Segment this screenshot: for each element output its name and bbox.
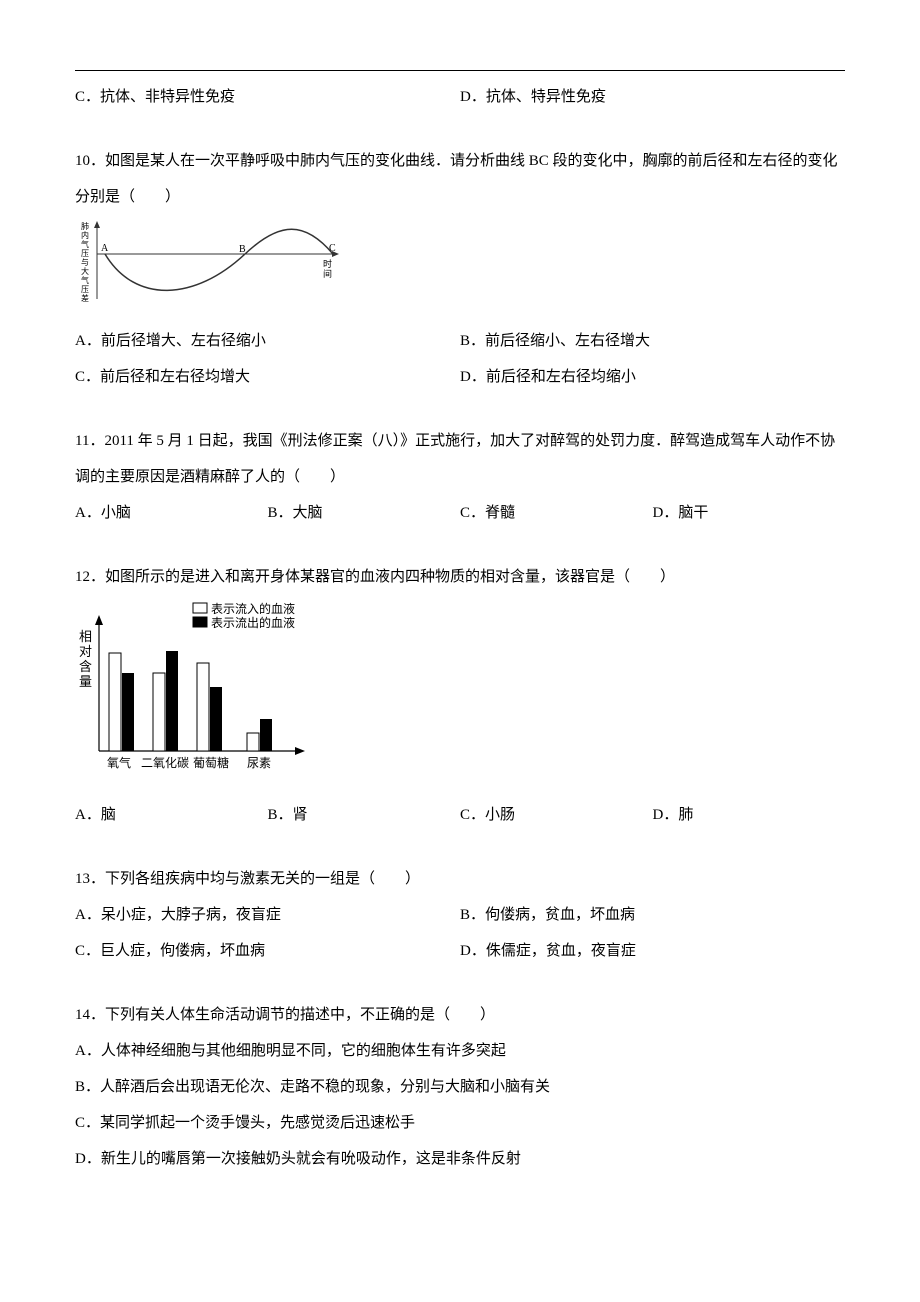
q12-xlabel-3: 尿素 bbox=[247, 756, 271, 770]
q12-legend-in-text: 表示流入的血液 bbox=[211, 601, 295, 616]
question-14: 14．下列有关人体生命活动调节的描述中，不正确的是（ ） A．人体神经细胞与其他… bbox=[75, 997, 845, 1177]
q11-option-d: D．脑干 bbox=[653, 495, 846, 531]
q10-option-a: A．前后径增大、左右径缩小 bbox=[75, 323, 460, 359]
q11-option-c: C．脊髓 bbox=[460, 495, 653, 531]
question-12: 12．如图所示的是进入和离开身体某器官的血液内四种物质的相对含量，该器官是（ ）… bbox=[75, 559, 845, 833]
q13-option-b: B．佝偻病，贫血，坏血病 bbox=[460, 897, 845, 933]
q12-bar-glucose-in bbox=[197, 663, 209, 751]
q10-ylabel-3: 气 bbox=[81, 239, 89, 249]
q12-text: 12．如图所示的是进入和离开身体某器官的血液内四种物质的相对含量，该器官是（ ） bbox=[75, 559, 845, 595]
q12-bar-glucose-out bbox=[210, 687, 222, 751]
q12-option-a: A．脑 bbox=[75, 797, 268, 833]
q11-option-a: A．小脑 bbox=[75, 495, 268, 531]
q14-text: 14．下列有关人体生命活动调节的描述中，不正确的是（ ） bbox=[75, 997, 845, 1033]
q12-yl-4: 量 bbox=[79, 674, 92, 689]
q9-option-c: C．抗体、非特异性免疫 bbox=[75, 79, 460, 115]
q12-legend-in-swatch bbox=[193, 603, 207, 613]
q10-option-b: B．前后径缩小、左右径增大 bbox=[460, 323, 845, 359]
q12-legend-out-swatch bbox=[193, 617, 207, 627]
q10-figure: 肺 内 气 压 与 大 气 压 差 A B C 时 间 bbox=[75, 219, 845, 317]
q12-xlabel-1: 二氧化碳 bbox=[141, 756, 189, 770]
q10-xlabel-1: 时 bbox=[323, 258, 332, 269]
q12-legend-out-text: 表示流出的血液 bbox=[211, 615, 295, 630]
page-top-rule bbox=[75, 70, 845, 71]
q12-option-c: C．小肠 bbox=[460, 797, 653, 833]
q10-point-c: C bbox=[329, 243, 336, 254]
question-10: 10．如图是某人在一次平静呼吸中肺内气压的变化曲线．请分析曲线 BC 段的变化中… bbox=[75, 143, 845, 395]
q13-text: 13．下列各组疾病中均与激素无关的一组是（ ） bbox=[75, 861, 845, 897]
q14-option-b: B．人醉酒后会出现语无伦次、走路不稳的现象，分别与大脑和小脑有关 bbox=[75, 1069, 845, 1105]
q10-ylabel-9: 差 bbox=[81, 293, 89, 303]
q10-text: 10．如图是某人在一次平静呼吸中肺内气压的变化曲线．请分析曲线 BC 段的变化中… bbox=[75, 143, 845, 215]
q10-ylabel-6: 大 bbox=[81, 266, 89, 276]
q12-option-b: B．肾 bbox=[268, 797, 461, 833]
q10-ylabel-2: 内 bbox=[81, 230, 89, 240]
q10-chart-svg: 肺 内 气 压 与 大 气 压 差 A B C 时 间 bbox=[75, 219, 343, 303]
question-13: 13．下列各组疾病中均与激素无关的一组是（ ） A．呆小症，大脖子病，夜盲症 B… bbox=[75, 861, 845, 969]
q12-bar-co2-in bbox=[153, 673, 165, 751]
q10-point-b: B bbox=[239, 244, 246, 255]
q14-option-d: D．新生儿的嘴唇第一次接触奶头就会有吮吸动作，这是非条件反射 bbox=[75, 1141, 845, 1177]
q13-option-d: D．侏儒症，贫血，夜盲症 bbox=[460, 933, 845, 969]
q13-option-c: C．巨人症，佝偻病，坏血病 bbox=[75, 933, 460, 969]
q10-option-d: D．前后径和左右径均缩小 bbox=[460, 359, 845, 395]
q12-bar-co2-out bbox=[166, 651, 178, 751]
q13-option-a: A．呆小症，大脖子病，夜盲症 bbox=[75, 897, 460, 933]
q14-option-a: A．人体神经细胞与其他细胞明显不同，它的细胞体生有许多突起 bbox=[75, 1033, 845, 1069]
q10-ylabel-4: 压 bbox=[81, 249, 89, 258]
q11-text: 11．2011 年 5 月 1 日起，我国《刑法修正案（八）》正式施行，加大了对… bbox=[75, 423, 845, 495]
q12-bar-oxygen-in bbox=[109, 653, 121, 751]
q12-yl-3: 含 bbox=[79, 659, 92, 674]
q12-bar-urea-in bbox=[247, 733, 259, 751]
q10-ylabel-1: 肺 bbox=[81, 222, 89, 231]
q14-option-c: C．某同学抓起一个烫手馒头，先感觉烫后迅速松手 bbox=[75, 1105, 845, 1141]
q9-options-continued: C．抗体、非特异性免疫 D．抗体、特异性免疫 bbox=[75, 79, 845, 115]
q12-chart-svg: 相 对 含 量 表示流入的血液 表示流出的血液 bbox=[75, 599, 307, 777]
q12-yl-1: 相 bbox=[79, 629, 92, 644]
q12-yl-2: 对 bbox=[79, 644, 92, 659]
q12-xlabel-0: 氧气 bbox=[107, 755, 131, 770]
q9-option-d: D．抗体、特异性免疫 bbox=[460, 79, 845, 115]
q12-xlabel-2: 葡萄糖 bbox=[193, 755, 229, 770]
q10-ylabel-5: 与 bbox=[81, 258, 89, 267]
q10-xlabel-2: 间 bbox=[323, 268, 332, 279]
q12-bar-urea-out bbox=[260, 719, 272, 751]
q10-ylabel-7: 气 bbox=[81, 275, 89, 285]
q12-figure: 相 对 含 量 表示流入的血液 表示流出的血液 bbox=[75, 599, 845, 791]
q12-option-d: D．肺 bbox=[653, 797, 846, 833]
q11-option-b: B．大脑 bbox=[268, 495, 461, 531]
q12-bar-oxygen-out bbox=[122, 673, 134, 751]
q10-point-a: A bbox=[101, 243, 109, 254]
q10-option-c: C．前后径和左右径均增大 bbox=[75, 359, 460, 395]
q10-ylabel-8: 压 bbox=[81, 285, 89, 294]
question-11: 11．2011 年 5 月 1 日起，我国《刑法修正案（八）》正式施行，加大了对… bbox=[75, 423, 845, 531]
